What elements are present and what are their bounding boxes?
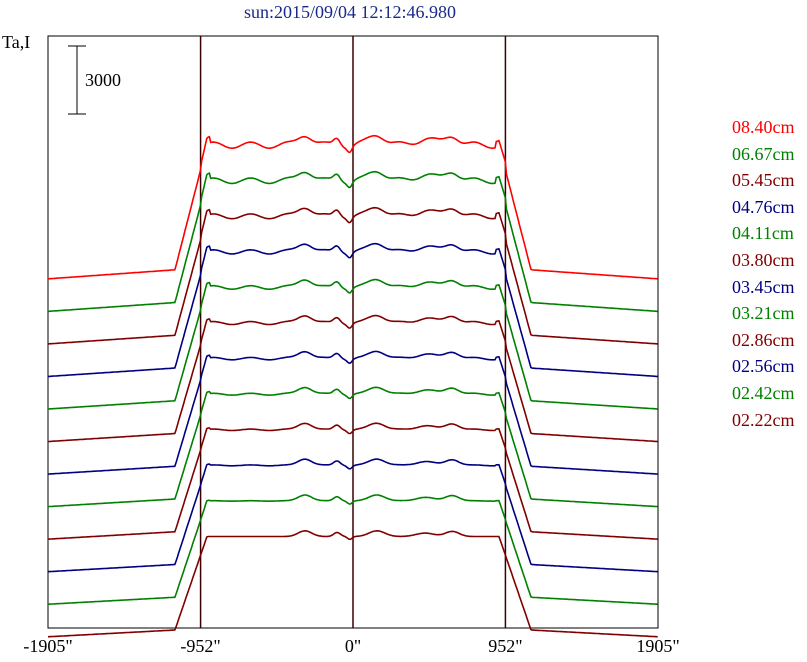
- legend-entry: 04.76cm: [732, 196, 795, 217]
- series-line: [47, 350, 658, 475]
- series-line: [47, 529, 658, 638]
- legend-entry: 03.45cm: [732, 276, 795, 297]
- x-tick-label: -952": [180, 636, 221, 656]
- legend-entry: 08.40cm: [732, 117, 795, 137]
- legend-entry: 02.56cm: [732, 356, 795, 377]
- x-tick-label: 952": [488, 636, 523, 656]
- vertical-reference-lines: [199, 36, 507, 628]
- y-axis-label: Ta,I: [2, 32, 31, 52]
- series-line: [48, 494, 658, 606]
- series-line: [47, 134, 658, 280]
- legend-entry: 03.80cm: [732, 250, 795, 270]
- x-tick-label: 1905": [636, 636, 680, 656]
- legend-entry: 06.67cm: [732, 143, 795, 164]
- series-lines: [47, 134, 658, 638]
- x-tick-label: 0": [344, 636, 362, 656]
- legend-entry: 03.21cm: [732, 303, 795, 324]
- series-line: [48, 314, 658, 443]
- series-line: [47, 278, 658, 410]
- legend-entry: 02.86cm: [732, 329, 795, 350]
- series-line: [47, 242, 658, 378]
- chart-title: sun:2015/09/04 12:12:46.980: [243, 2, 456, 22]
- scale-bar: [68, 45, 86, 115]
- series-line: [47, 422, 658, 540]
- legend-entry: 05.45cm: [732, 170, 795, 191]
- legend-entry: 02.42cm: [732, 383, 795, 403]
- legend-entry: 04.11cm: [732, 223, 794, 244]
- scale-bar-label: 3000: [85, 70, 121, 90]
- series-line: [47, 386, 658, 508]
- series-line: [47, 206, 658, 345]
- series-line: [47, 458, 658, 573]
- legend-entry: 02.22cm: [732, 409, 795, 430]
- series-line: [47, 170, 658, 313]
- x-tick-label: -1905": [23, 636, 73, 656]
